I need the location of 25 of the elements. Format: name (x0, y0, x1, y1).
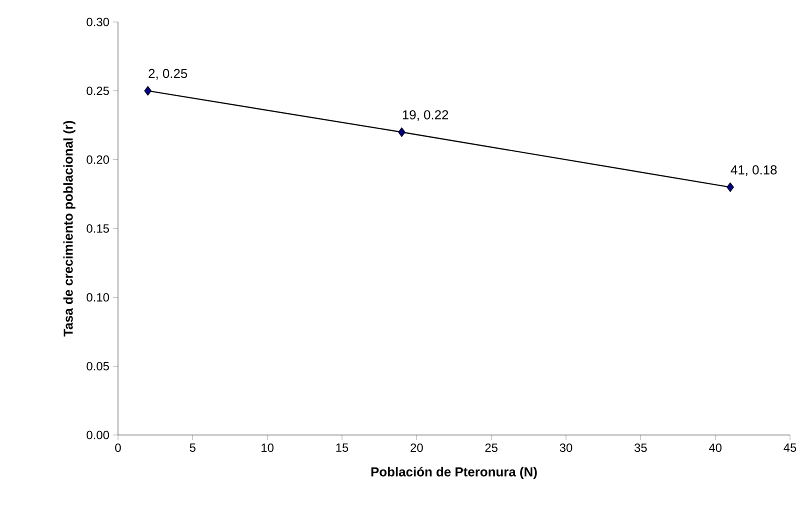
data-label: 41, 0.18 (730, 165, 777, 176)
y-tick-label: 0.15 (86, 224, 109, 233)
x-tick-label: 40 (708, 444, 722, 452)
x-tick-label: 5 (190, 444, 196, 452)
x-tick-label: 10 (262, 444, 274, 452)
x-tick-label: 35 (634, 444, 647, 452)
x-tick-label: 25 (485, 444, 498, 452)
y-tick-label: 0.00 (86, 430, 110, 440)
y-tick-label: 0.05 (86, 362, 109, 370)
x-axis-title: Población de Pteronura (N) (371, 466, 537, 480)
point (398, 127, 406, 137)
y-axis-title: Tasa de crecimiento poblacional (r) (63, 120, 76, 337)
point (726, 182, 734, 192)
x-tick-label: 0 (115, 444, 121, 452)
x-tick-label: 15 (336, 444, 348, 452)
y-tick-label: 0.25 (86, 86, 109, 96)
data-label: 2, 0.25 (148, 68, 188, 80)
point (144, 86, 152, 96)
y-tick-label: 0.10 (86, 293, 110, 302)
y-tick-label: 0.30 (86, 18, 110, 26)
data-label: 19, 0.22 (402, 110, 448, 121)
x-tick-label: 45 (784, 444, 796, 452)
x-tick-label: 30 (560, 444, 572, 452)
x-tick-label: 20 (410, 444, 423, 452)
y-tick-label: 0.20 (86, 155, 110, 164)
